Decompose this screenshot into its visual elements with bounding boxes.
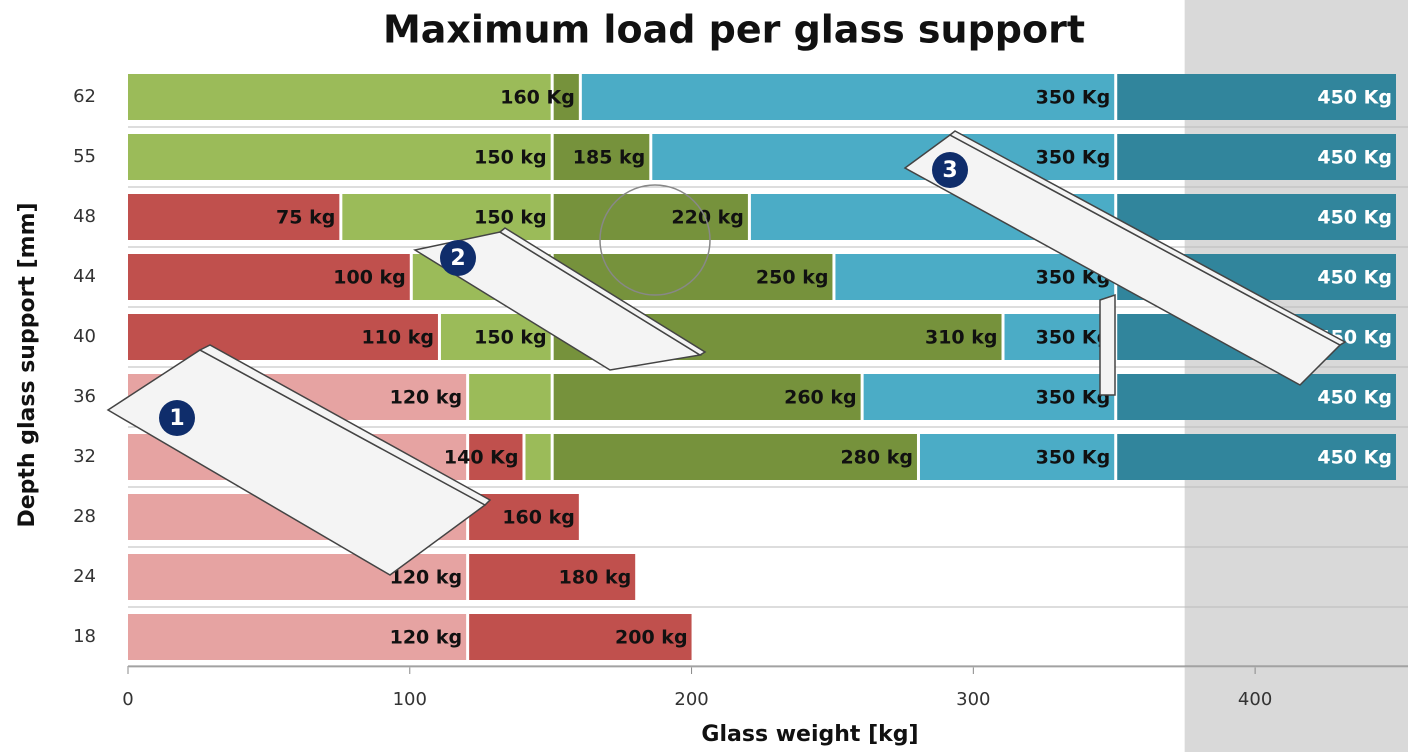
callout-number: 1 (169, 406, 184, 431)
y-tick-label: 32 (73, 446, 96, 467)
data-label: 150 kg (474, 147, 547, 169)
bar-segment (525, 434, 550, 480)
data-label: 120 kg (390, 567, 463, 589)
data-label: 350 Kg (1036, 447, 1111, 469)
data-label: 260 kg (784, 387, 857, 409)
x-tick-label: 0 (122, 689, 133, 710)
data-label: 140 Kg (444, 447, 519, 469)
chart-title: Maximum load per glass support (383, 8, 1085, 52)
data-label: 450 Kg (1317, 207, 1392, 229)
data-label: 450 Kg (1317, 387, 1392, 409)
x-tick-label: 200 (674, 689, 708, 710)
data-label: 450 Kg (1317, 87, 1392, 109)
y-tick-label: 36 (73, 386, 96, 407)
bar-segment (582, 74, 1114, 120)
data-label: 185 kg (573, 147, 646, 169)
data-label: 450 Kg (1317, 147, 1392, 169)
x-tick-label: 100 (393, 689, 427, 710)
y-axis-label: Depth glass support [mm] (15, 202, 40, 527)
data-label: 310 kg (925, 327, 998, 349)
data-label: 120 kg (390, 627, 463, 649)
data-label: 350 Kg (1036, 87, 1111, 109)
data-label: 110 kg (361, 327, 434, 349)
bar-segment (128, 74, 551, 120)
data-label: 180 kg (559, 567, 632, 589)
y-tick-label: 55 (73, 146, 96, 167)
callout-number: 3 (942, 158, 957, 183)
bar-segment (469, 374, 551, 420)
data-label: 350 Kg (1036, 327, 1111, 349)
data-label: 120 kg (390, 387, 463, 409)
x-axis-label: Glass weight [kg] (701, 722, 918, 747)
data-label: 250 kg (756, 267, 829, 289)
x-tick-label: 300 (956, 689, 990, 710)
x-tick-label: 400 (1238, 689, 1272, 710)
data-label: 150 kg (474, 207, 547, 229)
data-label: 160 Kg (500, 87, 575, 109)
data-label: 350 Kg (1036, 147, 1111, 169)
data-label: 450 Kg (1317, 267, 1392, 289)
y-tick-label: 18 (73, 626, 96, 647)
y-tick-label: 48 (73, 206, 96, 227)
chart: 0 100 200 300 400 62 160 Kg 350 Kg 450 Kg 55 150 … (0, 0, 1408, 752)
data-label: 160 kg (502, 507, 575, 529)
y-tick-label: 40 (73, 326, 96, 347)
data-label: 100 kg (333, 267, 406, 289)
y-tick-label: 44 (73, 266, 96, 287)
data-label: 350 Kg (1036, 387, 1111, 409)
data-label: 280 kg (840, 447, 913, 469)
data-label: 150 kg (474, 327, 547, 349)
data-label: 200 kg (615, 627, 688, 649)
y-tick-label: 28 (73, 506, 96, 527)
data-label: 450 Kg (1317, 447, 1392, 469)
data-label: 75 kg (276, 207, 335, 229)
callout-number: 2 (450, 246, 465, 271)
y-tick-label: 62 (73, 86, 96, 107)
y-tick-label: 24 (73, 566, 96, 587)
